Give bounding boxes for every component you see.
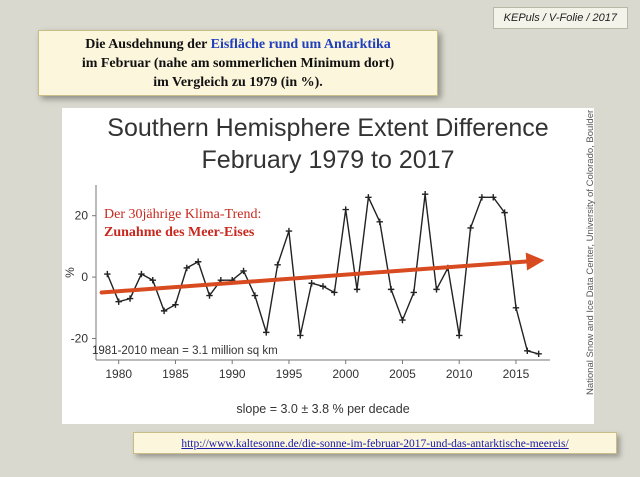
data-point: [421, 191, 429, 198]
data-point: [160, 307, 168, 315]
credit-text: National Snow and Ice Data Center, Unive…: [585, 109, 596, 395]
slide-tag: KEPuls / V-Folie / 2017: [492, 7, 628, 29]
data-point: [240, 267, 247, 275]
caption-line2: im Februar (nahe am sommerlichen Minimum…: [81, 56, 395, 71]
annotation-line2: Zunahme des Meer-Eises: [104, 225, 255, 240]
x-tick-label: 1985: [162, 367, 189, 381]
trend-arrow-head: [525, 252, 545, 271]
data-point: [353, 286, 361, 293]
data-point: [433, 286, 440, 293]
data-point: [194, 258, 202, 265]
y-axis-label: %: [63, 267, 77, 278]
data-point: [285, 227, 293, 235]
x-tick-label: 2015: [503, 367, 530, 381]
footer-link-box: http://www.kaltesonne.de/die-sonne-im-fe…: [133, 432, 617, 454]
x-tick-label: 2000: [332, 367, 359, 381]
slide-caption: Die Ausdehnung der Eisfläche rund um Ant…: [38, 30, 438, 96]
x-tick-label: 1980: [105, 367, 132, 381]
data-point: [478, 194, 486, 201]
y-tick-label: 20: [75, 209, 89, 223]
annotation-line1: Der 30jährige Klima-Trend:: [104, 207, 261, 222]
footer-link[interactable]: http://www.kaltesonne.de/die-sonne-im-fe…: [181, 438, 569, 450]
trend-arrow-line: [99, 259, 529, 295]
data-point: [126, 295, 134, 302]
caption-line1-pre: Die Ausdehnung der: [85, 37, 211, 52]
data-point: [387, 286, 395, 293]
chart-title-line2: February 1979 to 2017: [201, 146, 455, 174]
data-point: [274, 261, 281, 269]
data-point: [331, 289, 338, 296]
chart-panel: Southern Hemisphere Extent Difference Fe…: [62, 108, 594, 424]
data-point: [138, 270, 145, 278]
mean-note: 1981-2010 mean = 3.1 million sq km: [92, 345, 278, 357]
data-point: [399, 316, 406, 324]
data-point: [206, 292, 213, 299]
data-point: [501, 209, 508, 216]
data-point: [365, 194, 372, 201]
caption-line3: im Vergleich zu 1979 (in %).: [153, 75, 323, 90]
data-point: [410, 289, 417, 296]
data-point: [115, 298, 122, 305]
data-point: [183, 264, 190, 272]
chart-title-line1: Southern Hemisphere Extent Difference: [107, 114, 549, 142]
data-point: [104, 270, 111, 278]
data-point: [467, 224, 474, 232]
data-point: [308, 280, 315, 287]
data-point: [512, 304, 520, 312]
slope-note: slope = 3.0 ± 3.8 % per decade: [236, 402, 409, 416]
caption-line1-highlight: Eisfläche rund um Antarktika: [210, 37, 391, 52]
data-point: [490, 194, 497, 201]
x-tick-label: 1995: [276, 367, 303, 381]
data-point: [524, 347, 531, 354]
x-tick-label: 1990: [219, 367, 246, 381]
x-tick-label: 2005: [389, 367, 416, 381]
data-point: [251, 292, 259, 299]
data-point: [535, 350, 542, 358]
x-tick-label: 2010: [446, 367, 473, 381]
data-point: [297, 332, 304, 339]
data-point: [172, 301, 179, 308]
y-tick-label: -20: [71, 332, 89, 346]
data-point: [263, 329, 270, 336]
data-point: [456, 332, 463, 339]
data-point: [149, 276, 156, 284]
data-point: [376, 218, 383, 226]
y-tick-label: 0: [81, 270, 88, 284]
data-point: [342, 206, 349, 213]
data-point: [319, 283, 327, 290]
